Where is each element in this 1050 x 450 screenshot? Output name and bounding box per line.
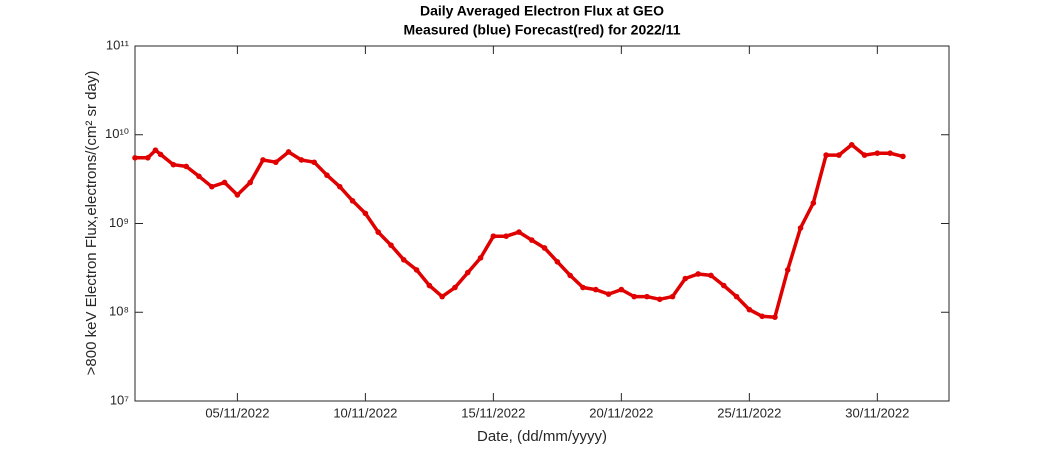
flux-point [682, 275, 689, 282]
flux-point [464, 269, 471, 276]
flux-point [362, 210, 369, 217]
y-tick-label: 10¹⁰ [105, 126, 129, 141]
flux-point [477, 255, 484, 261]
flux-point [152, 147, 159, 153]
y-tick-label: 10⁸ [109, 304, 129, 319]
flux-point [541, 245, 548, 251]
flux-point [861, 152, 868, 158]
plot-area [134, 45, 950, 402]
flux-point [695, 271, 701, 277]
x-tick-label: 15/11/2022 [461, 405, 525, 420]
flux-point [208, 183, 215, 190]
y-axis-label: >800 keV Electron Flux,electrons/(cm² sr… [83, 71, 100, 376]
flux-point [298, 157, 305, 163]
flux-point [848, 142, 855, 148]
flux-point [272, 159, 279, 166]
x-tick-label: 30/11/2022 [845, 405, 909, 420]
flux-point [285, 149, 292, 155]
flux-point [797, 225, 804, 231]
chart-subtitle: Measured (blue) Forecast(red) for 2022/1… [404, 22, 681, 38]
flux-point [554, 259, 561, 265]
flux-point [157, 151, 164, 158]
flux-point [516, 229, 522, 235]
flux-point [452, 284, 458, 291]
flux-point [170, 161, 177, 168]
flux-point [823, 152, 829, 158]
flux-point [644, 293, 650, 300]
flux-point [708, 272, 714, 279]
flux-point [720, 282, 727, 289]
flux-point [874, 150, 881, 156]
flux-point [900, 153, 906, 160]
flux-point [183, 163, 189, 170]
flux-point [567, 272, 573, 279]
y-tick-label: 10⁷ [110, 392, 129, 407]
flux-point [784, 267, 791, 273]
flux-point [439, 293, 445, 300]
y-tick-label: 10⁹ [109, 215, 129, 230]
flux-point [503, 233, 509, 239]
flux-point [324, 172, 330, 179]
flux-point [336, 183, 343, 190]
flux-point [772, 314, 778, 320]
flux-point [836, 152, 842, 158]
flux-point [388, 242, 394, 248]
x-tick-label: 25/11/2022 [717, 405, 781, 420]
flux-point [144, 154, 151, 161]
x-tick-label: 10/11/2022 [333, 405, 397, 420]
flux-point [196, 173, 202, 180]
flux-point [605, 291, 612, 297]
y-tick-label: 10¹¹ [106, 37, 130, 52]
flux-point [260, 157, 266, 163]
flux-point [656, 296, 663, 303]
flux-point [132, 154, 138, 161]
flux-point [528, 237, 535, 243]
flux-point [669, 293, 676, 300]
flux-point [247, 179, 253, 186]
flux-point [413, 267, 420, 273]
flux-point [400, 256, 407, 263]
chart-title: Daily Averaged Electron Flux at GEO [420, 3, 664, 19]
flux-point [375, 229, 381, 235]
flux-point [490, 233, 497, 239]
flux-point [426, 282, 433, 289]
flux-point [759, 313, 765, 320]
flux-point [349, 198, 356, 204]
flux-point [580, 284, 586, 291]
flux-point [234, 192, 241, 198]
flux-point [618, 286, 625, 293]
flux-point [887, 150, 893, 156]
flux-point [311, 159, 317, 166]
flux-point [592, 286, 599, 293]
flux-point [631, 293, 637, 300]
flux-point [746, 306, 753, 313]
x-axis-label: Date, (dd/mm/yyyy) [477, 428, 607, 445]
x-tick-label: 05/11/2022 [205, 405, 269, 420]
flux-point [810, 200, 817, 206]
flux-point [221, 179, 228, 186]
flux-point [733, 293, 740, 300]
x-tick-label: 20/11/2022 [589, 405, 653, 420]
